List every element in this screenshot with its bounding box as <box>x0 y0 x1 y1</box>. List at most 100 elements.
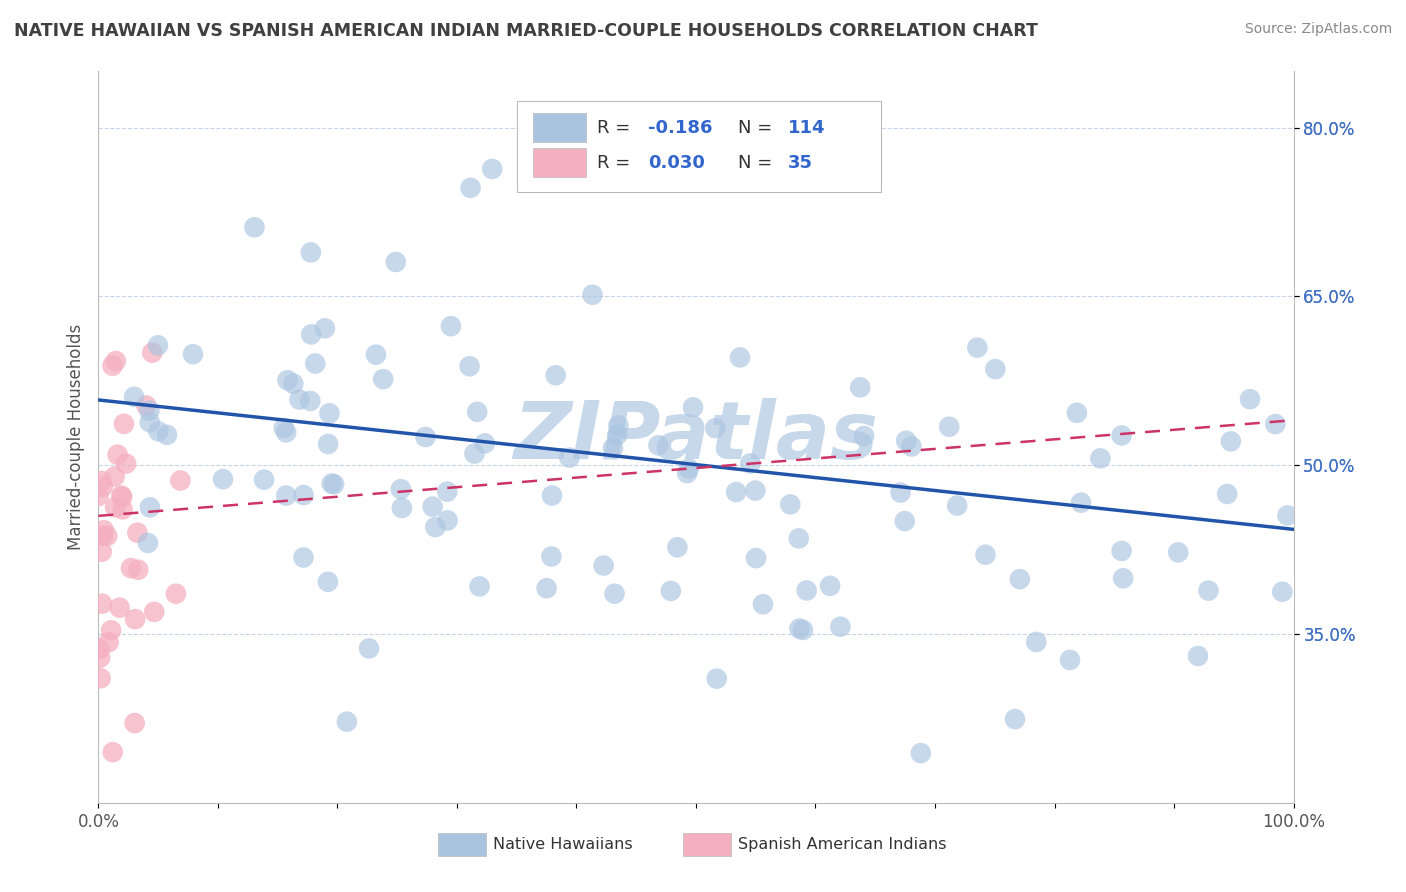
Point <box>544 368 567 383</box>
Point <box>728 351 751 365</box>
Point <box>90 545 112 559</box>
Point <box>974 548 997 562</box>
Point <box>468 579 491 593</box>
Point <box>900 440 922 454</box>
Point <box>425 520 447 534</box>
Point <box>299 327 322 342</box>
Point <box>91 480 114 494</box>
Point <box>704 421 727 435</box>
Point <box>318 406 340 420</box>
Point <box>966 341 988 355</box>
Point <box>110 489 132 503</box>
Point <box>1197 583 1219 598</box>
Text: 114: 114 <box>787 119 825 136</box>
Point <box>1066 406 1088 420</box>
Point <box>97 635 120 649</box>
Point <box>299 245 322 260</box>
FancyBboxPatch shape <box>437 833 485 856</box>
Point <box>666 541 689 555</box>
Point <box>1059 653 1081 667</box>
Point <box>676 466 699 480</box>
Point <box>91 529 114 543</box>
Point <box>422 500 444 514</box>
Point <box>818 579 841 593</box>
Point <box>104 354 127 368</box>
Point <box>111 490 134 504</box>
Point <box>436 484 458 499</box>
Point <box>436 513 458 527</box>
Point <box>745 143 768 157</box>
Point <box>752 597 775 611</box>
Point <box>1239 392 1261 406</box>
Point <box>316 437 339 451</box>
Y-axis label: Married-couple Households: Married-couple Households <box>66 324 84 550</box>
Point <box>849 380 872 394</box>
Point <box>789 622 811 636</box>
Point <box>93 523 115 537</box>
Text: NATIVE HAWAIIAN VS SPANISH AMERICAN INDIAN MARRIED-COUPLE HOUSEHOLDS CORRELATION: NATIVE HAWAIIAN VS SPANISH AMERICAN INDI… <box>14 22 1038 40</box>
Point <box>148 425 170 439</box>
Point <box>465 405 488 419</box>
Point <box>314 321 336 335</box>
Point <box>603 587 626 601</box>
Point <box>796 583 818 598</box>
Point <box>893 514 915 528</box>
Point <box>127 563 149 577</box>
Point <box>745 551 768 566</box>
Point <box>1025 635 1047 649</box>
Point <box>91 597 114 611</box>
Point <box>212 472 235 486</box>
Point <box>364 348 387 362</box>
Point <box>336 714 359 729</box>
Point <box>1070 496 1092 510</box>
Text: Native Hawaiians: Native Hawaiians <box>494 837 633 852</box>
Point <box>139 500 162 515</box>
Text: -0.186: -0.186 <box>648 119 713 136</box>
Point <box>792 623 814 637</box>
Point <box>581 287 603 301</box>
Point <box>725 485 748 500</box>
Point <box>87 489 110 503</box>
Point <box>606 428 628 442</box>
Point <box>391 500 413 515</box>
Point <box>830 620 852 634</box>
Point <box>1187 648 1209 663</box>
Point <box>90 474 112 488</box>
FancyBboxPatch shape <box>533 148 586 178</box>
Point <box>122 390 145 404</box>
Point <box>89 650 111 665</box>
Point <box>253 473 276 487</box>
Text: 0.030: 0.030 <box>648 153 704 172</box>
Point <box>1090 451 1112 466</box>
FancyBboxPatch shape <box>533 113 586 143</box>
Point <box>1004 712 1026 726</box>
Point <box>1271 584 1294 599</box>
Point <box>115 457 138 471</box>
Point <box>292 550 315 565</box>
Point <box>138 403 160 417</box>
Point <box>938 419 960 434</box>
Text: R =: R = <box>596 153 636 172</box>
Point <box>357 641 380 656</box>
Point <box>984 362 1007 376</box>
Point <box>96 529 118 543</box>
Point <box>415 430 437 444</box>
Point <box>1219 434 1241 449</box>
Point <box>910 746 932 760</box>
Point <box>1008 572 1031 586</box>
Point <box>90 671 112 685</box>
Point <box>1112 571 1135 585</box>
Point <box>1277 508 1299 523</box>
Point <box>112 417 135 431</box>
Point <box>323 477 346 491</box>
Point <box>894 434 917 448</box>
Point <box>321 476 343 491</box>
Point <box>104 469 127 483</box>
Point <box>276 373 298 387</box>
Point <box>890 485 912 500</box>
Point <box>135 399 157 413</box>
Point <box>276 425 298 440</box>
Point <box>853 429 876 443</box>
Point <box>101 359 124 373</box>
Point <box>460 181 482 195</box>
